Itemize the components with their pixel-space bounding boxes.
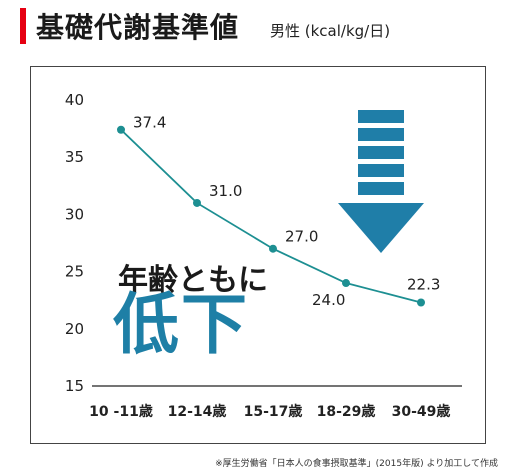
callout-text: 年齢ともに bbox=[118, 263, 268, 298]
x-axis-labels: 10 -11歳 12-14歳 15-17歳 18-29歳 30-49歳 bbox=[89, 403, 450, 420]
chart-frame bbox=[30, 66, 486, 444]
x-tick-label: 18-29歳 bbox=[317, 403, 376, 420]
page-subtitle: 男性 (kcal/kg/日) bbox=[270, 22, 391, 40]
source-note: ※厚生労働省「日本人の食事摂取基準」(2015年版) より加工して作成 bbox=[215, 459, 498, 469]
callout-emphasis: 低下 bbox=[113, 286, 249, 363]
arrow-stripe bbox=[358, 110, 404, 123]
data-label: 37.4 bbox=[133, 114, 166, 132]
y-tick-label: 40 bbox=[65, 91, 84, 109]
arrow-stripe bbox=[358, 128, 404, 141]
down-arrow-icon bbox=[338, 110, 424, 253]
y-tick-label: 35 bbox=[65, 148, 84, 166]
data-point bbox=[269, 244, 277, 253]
data-point bbox=[117, 125, 125, 134]
x-tick-label: 30-49歳 bbox=[392, 403, 451, 420]
x-tick-label: 15-17歳 bbox=[244, 403, 303, 420]
data-label: 24.0 bbox=[312, 291, 345, 309]
y-tick-label: 30 bbox=[65, 205, 84, 223]
page-title: 基礎代謝基準値 bbox=[36, 11, 240, 44]
y-tick-label: 25 bbox=[65, 263, 84, 281]
y-axis: 15 20 25 30 35 40 bbox=[65, 91, 462, 395]
data-label: 31.0 bbox=[209, 182, 242, 200]
data-label: 27.0 bbox=[285, 228, 318, 246]
arrow-stripe bbox=[358, 146, 404, 159]
data-point bbox=[193, 198, 201, 207]
y-tick-label: 15 bbox=[65, 377, 84, 395]
arrow-stripe bbox=[358, 164, 404, 177]
data-point bbox=[342, 279, 350, 288]
data-point bbox=[417, 298, 425, 307]
series-line: 37.4 31.0 27.0 24.0 22.3 bbox=[117, 114, 440, 309]
arrow-stripe bbox=[358, 182, 404, 195]
title-accent-bar bbox=[20, 8, 26, 44]
data-label: 22.3 bbox=[407, 275, 440, 293]
x-tick-label: 12-14歳 bbox=[168, 403, 227, 420]
y-tick-label: 20 bbox=[65, 320, 84, 338]
x-tick-label: 10 -11歳 bbox=[89, 403, 153, 420]
arrow-head bbox=[338, 203, 424, 253]
